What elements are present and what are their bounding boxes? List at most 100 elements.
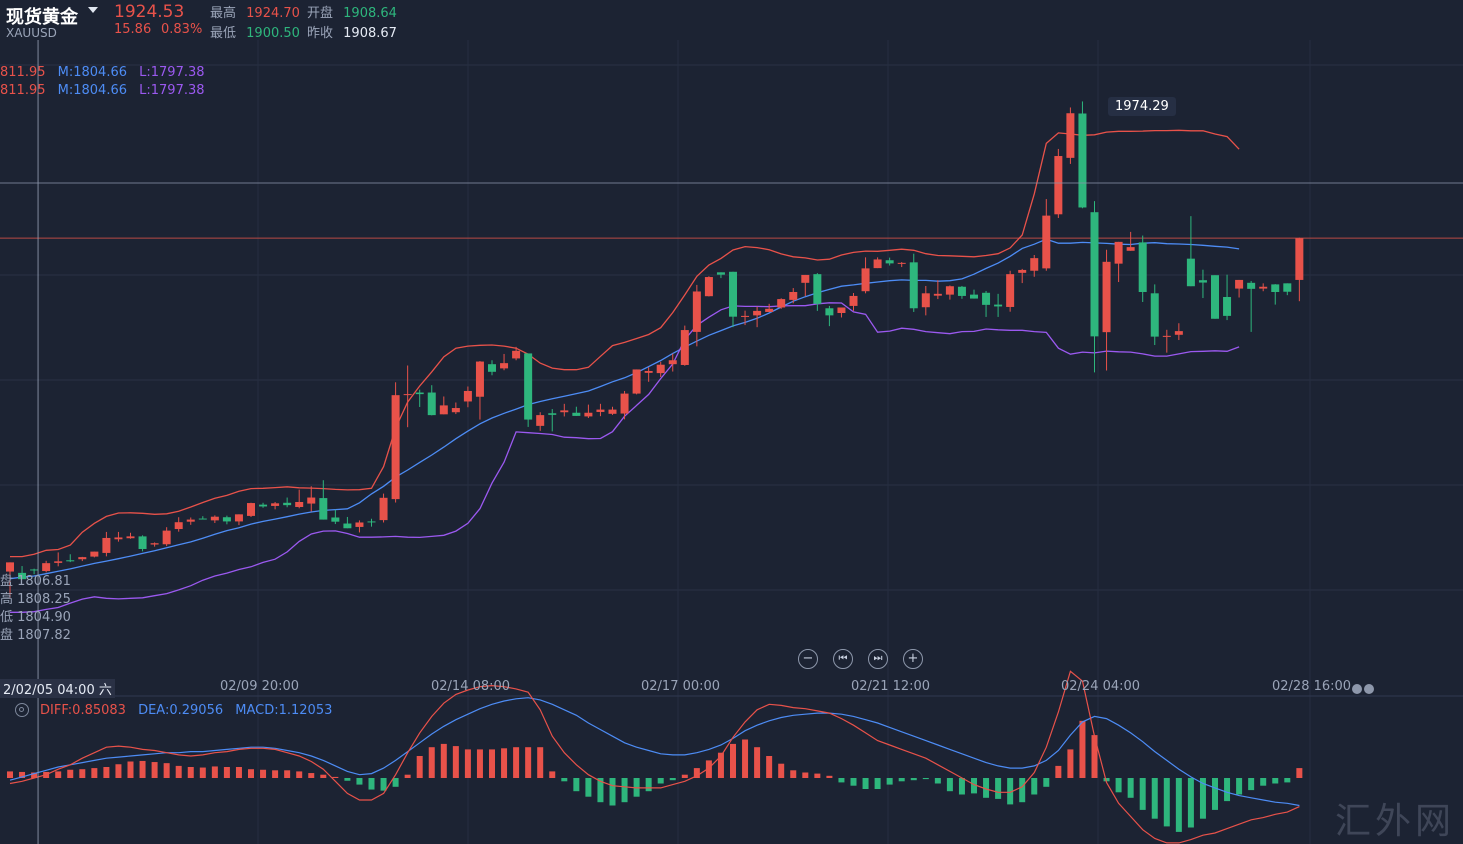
candle	[933, 280, 942, 300]
macd-histogram-bar	[1115, 778, 1122, 793]
candle	[162, 527, 171, 547]
macd-histogram-bar	[790, 770, 797, 778]
macd-histogram-bar	[874, 778, 881, 789]
high-value: 1924.70	[246, 6, 300, 21]
candle-body	[307, 497, 316, 504]
boll-mid-value: M:1804.66	[57, 83, 127, 98]
diff-value: DIFF:0.85083	[40, 703, 126, 718]
dea-value: DEA:0.29056	[138, 703, 224, 718]
candle-body	[801, 274, 810, 283]
macd-histogram-bar	[260, 769, 267, 778]
macd-histogram-bar	[609, 778, 616, 806]
candle-body	[66, 560, 75, 562]
candle-body	[331, 517, 340, 522]
macd-histogram-bar	[464, 749, 471, 778]
candle-body	[355, 522, 364, 527]
zoom-out-button[interactable]: −	[798, 649, 818, 669]
macd-histogram-bar	[501, 748, 508, 778]
macd-histogram-bar	[513, 747, 520, 778]
candle	[994, 293, 1003, 317]
candle-body	[729, 271, 737, 317]
macd-histogram-bar	[344, 778, 351, 781]
candle-body	[439, 405, 448, 415]
candle	[1126, 231, 1135, 251]
candle-body	[1186, 258, 1195, 287]
macd-histogram-bar	[645, 778, 652, 792]
candle-body	[1150, 293, 1159, 337]
candle-body	[716, 272, 725, 275]
candle-body	[897, 262, 906, 264]
candle	[957, 285, 966, 299]
candle	[608, 406, 617, 415]
candle-body	[1138, 242, 1147, 292]
candle	[656, 361, 665, 378]
macd-histogram-bar	[693, 768, 700, 778]
symbol-name[interactable]: 现货黄金	[6, 7, 78, 28]
candle-body	[692, 291, 701, 332]
candle	[1174, 323, 1183, 341]
candle-body	[222, 517, 231, 522]
symbol-dropdown-caret-icon[interactable]	[88, 7, 98, 13]
macd-histogram-bar	[1236, 778, 1243, 795]
candle-body	[536, 415, 545, 426]
candle	[42, 560, 51, 573]
candle-body	[1174, 331, 1183, 335]
candle	[403, 365, 412, 428]
settings-gear-icon[interactable]	[15, 703, 29, 717]
candle	[753, 306, 762, 328]
macd-histogram-bar	[476, 749, 483, 778]
candle-body	[572, 412, 581, 416]
candle-body	[78, 557, 87, 560]
candle-body	[295, 502, 304, 507]
zoom-in-button[interactable]: +	[903, 649, 923, 669]
candle-body	[283, 502, 292, 506]
candle-body	[1030, 258, 1039, 271]
macd-histogram-bar	[127, 761, 134, 778]
macd-histogram-bar	[657, 778, 664, 784]
candle-body	[403, 394, 412, 396]
macd-histogram-bar	[754, 747, 761, 778]
macd-histogram-bar	[1103, 778, 1110, 782]
candle	[909, 253, 918, 312]
candle-body	[861, 268, 870, 292]
candle	[584, 404, 593, 418]
high-stat: 最高 1924.70	[210, 2, 300, 21]
candle	[379, 493, 388, 523]
candle-body	[1006, 274, 1015, 307]
candle-body	[475, 361, 484, 397]
candle	[439, 396, 448, 415]
macd-histogram-bar	[995, 778, 1002, 799]
candle-body	[30, 569, 39, 571]
candle-body	[391, 395, 400, 500]
scroll-end-button[interactable]: ⏭	[868, 649, 888, 669]
candle	[861, 257, 870, 294]
macd-histogram-bar	[537, 747, 544, 778]
macd-histogram-bar	[7, 771, 13, 778]
macd-histogram-bar	[223, 767, 230, 778]
macd-histogram-bar	[1212, 778, 1218, 810]
macd-histogram-bar	[175, 765, 182, 778]
macd-histogram-bar	[1127, 778, 1134, 798]
candle-body	[1271, 284, 1280, 292]
candle-body	[247, 503, 255, 516]
candle	[355, 520, 364, 533]
candle-body	[885, 260, 894, 264]
last-price: 1924.53	[114, 2, 185, 22]
scroll-start-button[interactable]: ⏮	[833, 649, 853, 669]
candle-body	[1247, 282, 1256, 289]
candle-body	[957, 286, 966, 296]
candle-body	[126, 536, 135, 539]
candle-body	[584, 412, 593, 417]
high-label: 最高	[210, 6, 237, 21]
candle-body	[1162, 335, 1171, 337]
boll-mid-value: M:1804.66	[57, 65, 127, 80]
candle-body	[982, 292, 991, 305]
macd-histogram-bar	[284, 770, 291, 778]
more-options-icon[interactable]	[1352, 679, 1376, 698]
macd-histogram-bar	[296, 771, 303, 778]
low-value: 1900.50	[246, 26, 300, 41]
candle	[716, 272, 725, 279]
boll-upper-value: 811.95	[0, 65, 46, 80]
boll-upper-value: 811.95	[0, 83, 46, 98]
